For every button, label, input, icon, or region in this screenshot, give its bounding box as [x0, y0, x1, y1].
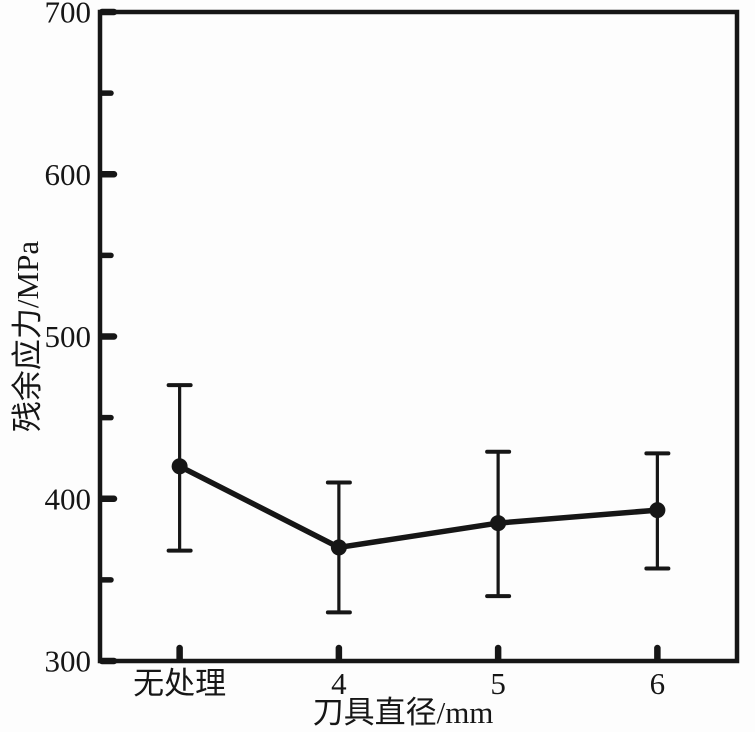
x-tick-label: 5	[490, 666, 506, 701]
data-point	[171, 458, 188, 475]
y-tick-label: 400	[45, 481, 92, 516]
x-tick-label: 4	[331, 666, 347, 701]
x-axis-title: 刀具直径/mm	[313, 695, 494, 730]
data-line	[176, 463, 661, 551]
data-point	[649, 502, 666, 519]
y-axis-title: 残余应力/MPa	[10, 241, 45, 432]
y-tick-label: 700	[45, 0, 92, 30]
y-tick-label: 300	[45, 644, 92, 679]
y-tick-label: 500	[45, 319, 92, 354]
x-tick-label: 无处理	[133, 666, 226, 701]
data-point	[330, 539, 347, 556]
x-tick-label: 6	[650, 666, 666, 701]
data-point	[490, 515, 507, 532]
y-tick-label: 600	[45, 157, 92, 192]
